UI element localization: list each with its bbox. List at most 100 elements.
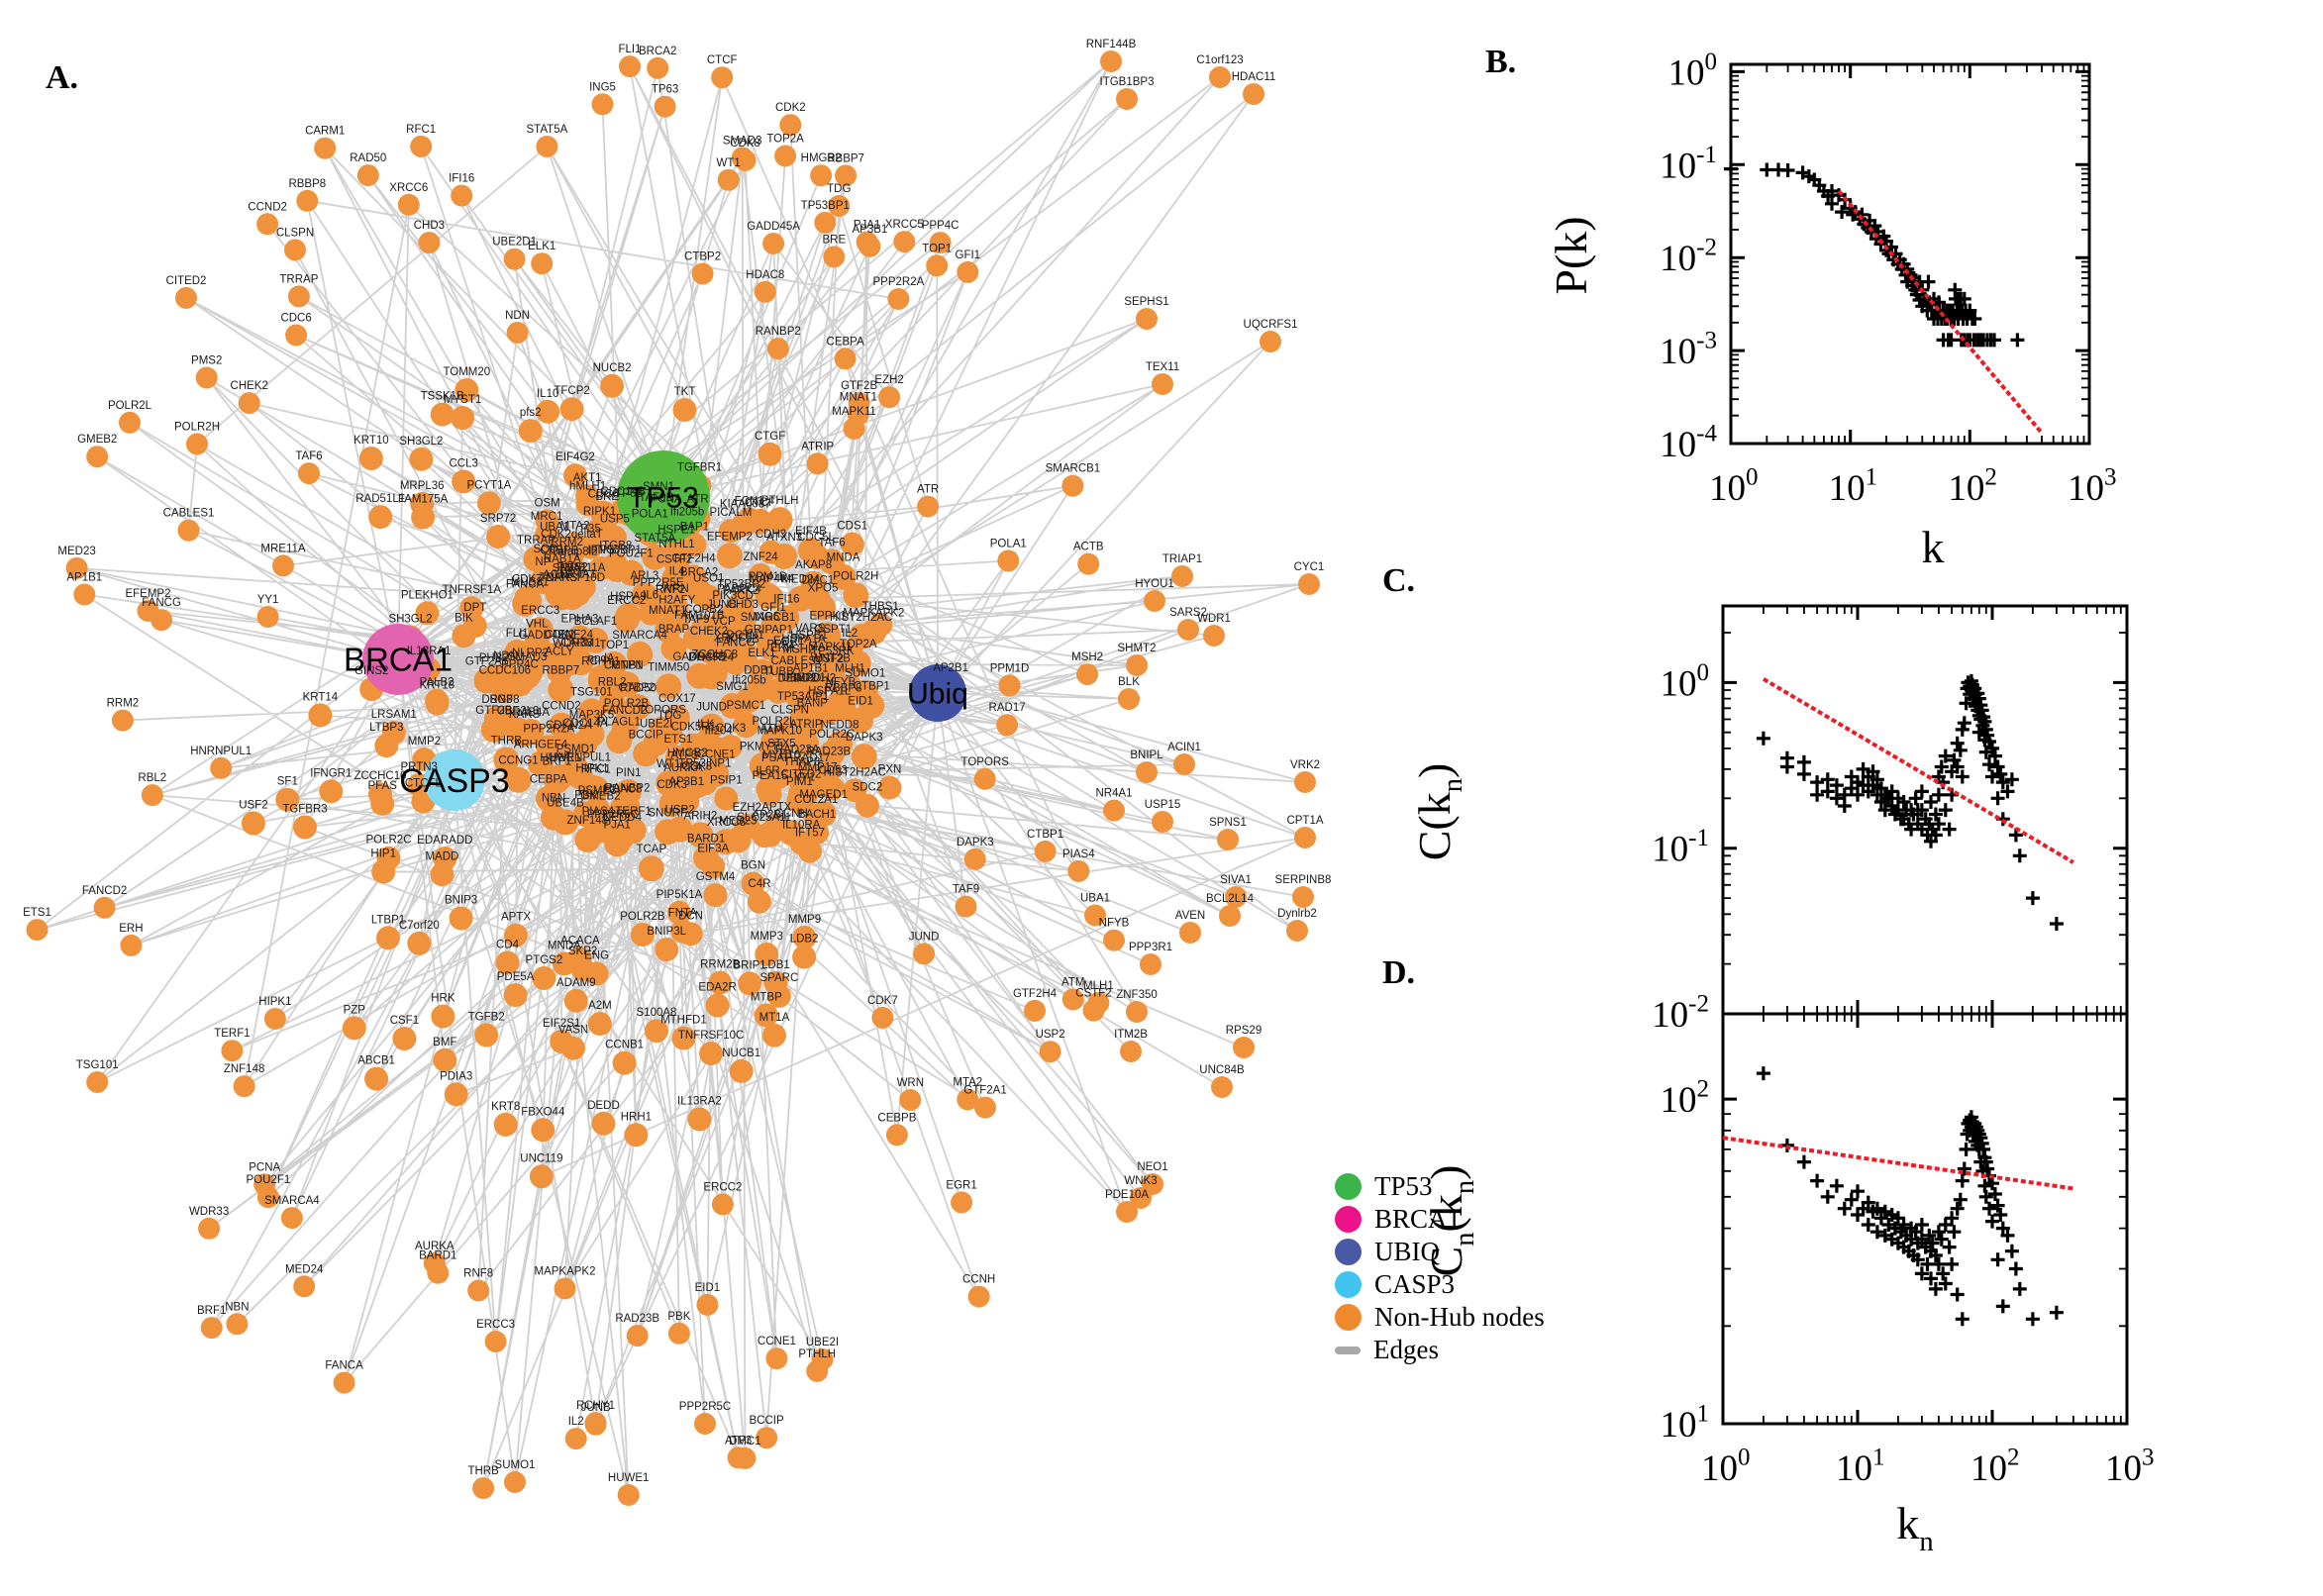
svg-text:WDR1: WDR1 — [1197, 613, 1231, 625]
svg-text:RAD23B: RAD23B — [615, 1313, 659, 1325]
svg-text:CDK8: CDK8 — [730, 138, 760, 150]
svg-text:ING5: ING5 — [589, 81, 616, 93]
svg-text:POLR2H: POLR2H — [174, 422, 220, 434]
svg-text:TNFRSF10D: TNFRSF10D — [539, 572, 604, 584]
svg-text:CSF1: CSF1 — [390, 1015, 419, 1027]
panel-letter-a: A. — [46, 59, 79, 96]
ubiq-hub-swatch-icon — [1335, 1239, 1362, 1265]
svg-text:10-3: 10-3 — [1660, 328, 1717, 373]
svg-text:IFT57: IFT57 — [795, 828, 825, 840]
svg-text:USP15: USP15 — [1145, 799, 1180, 811]
panel-letter-c: C. — [1382, 562, 1416, 599]
svg-text:SF1: SF1 — [277, 776, 298, 788]
svg-text:PMS2: PMS2 — [556, 562, 587, 574]
svg-text:EIF2S1: EIF2S1 — [543, 1018, 580, 1030]
svg-text:CDK8: CDK8 — [681, 760, 712, 772]
scatter-points-C — [1756, 673, 2064, 931]
svg-text:RBBP8: RBBP8 — [825, 683, 862, 695]
svg-text:POLR2B: POLR2B — [620, 911, 665, 923]
svg-text:MYH10: MYH10 — [762, 749, 800, 761]
svg-text:TOP2A: TOP2A — [840, 639, 877, 650]
svg-text:FLI1: FLI1 — [506, 628, 529, 640]
svg-text:TEX11: TEX11 — [1146, 361, 1179, 373]
svg-text:DMC1: DMC1 — [802, 574, 835, 586]
legend-item-ubiq: UBIQ — [1335, 1236, 1545, 1268]
svg-text:CCL3: CCL3 — [449, 457, 477, 469]
svg-text:GSPT1: GSPT1 — [814, 624, 852, 636]
svg-text:RBBP8: RBBP8 — [288, 178, 326, 190]
svg-text:MED24: MED24 — [285, 1263, 324, 1275]
svg-text:CEBPA: CEBPA — [827, 336, 864, 348]
svg-text:LTBP3: LTBP3 — [369, 722, 403, 734]
svg-text:ZCCHC10: ZCCHC10 — [354, 770, 406, 782]
svg-text:EFEMP2: EFEMP2 — [707, 531, 753, 543]
svg-text:PDE10A: PDE10A — [1105, 1189, 1149, 1201]
svg-text:HSPB1: HSPB1 — [790, 630, 828, 642]
svg-text:BACH1: BACH1 — [798, 809, 836, 821]
svg-text:POLR2C: POLR2C — [365, 835, 411, 847]
svg-text:CTCFL: CTCFL — [405, 777, 443, 789]
svg-text:ZNF350: ZNF350 — [1116, 989, 1158, 1001]
svg-text:100: 100 — [1709, 463, 1759, 509]
svg-text:GADD45B: GADD45B — [672, 651, 726, 663]
svg-text:101: 101 — [1836, 1444, 1885, 1489]
svg-text:HSPA1A: HSPA1A — [781, 634, 826, 646]
svg-text:HDAC8: HDAC8 — [746, 269, 784, 281]
svg-text:TIMM50: TIMM50 — [648, 661, 689, 673]
svg-text:UBE2L3: UBE2L3 — [497, 706, 540, 718]
svg-text:SH3GL2: SH3GL2 — [388, 613, 432, 625]
scatter-points-D — [1756, 1066, 2064, 1327]
svg-text:PDE5A: PDE5A — [497, 971, 535, 983]
svg-text:POLA1: POLA1 — [632, 509, 668, 521]
svg-text:GTF2A1: GTF2A1 — [465, 656, 508, 668]
svg-text:RCHY1: RCHY1 — [581, 655, 620, 667]
svg-text:RRM2: RRM2 — [107, 698, 140, 710]
svg-text:PPP2R5E: PPP2R5E — [633, 577, 684, 589]
svg-text:EIF4B: EIF4B — [795, 526, 827, 538]
svg-text:TRRAP: TRRAP — [517, 535, 556, 547]
svg-text:DEDD2: DEDD2 — [778, 673, 817, 685]
svg-text:BCL2L14: BCL2L14 — [1206, 893, 1255, 905]
tp53-hub-swatch-icon — [1335, 1173, 1362, 1200]
svg-text:MUS81: MUS81 — [511, 576, 549, 588]
svg-text:RPS29: RPS29 — [1226, 1025, 1262, 1037]
svg-text:USP5: USP5 — [600, 514, 630, 526]
svg-text:TGFBR1: TGFBR1 — [677, 462, 722, 474]
svg-text:CDC14A: CDC14A — [562, 718, 608, 730]
svg-text:XRCC6: XRCC6 — [707, 817, 746, 829]
svg-text:GRIPAP1: GRIPAP1 — [745, 624, 793, 636]
network-hub-nodes — [362, 450, 966, 811]
svg-text:UBE2I: UBE2I — [806, 1337, 839, 1348]
svg-text:CCNB1: CCNB1 — [604, 659, 643, 671]
svg-text:BARD1: BARD1 — [419, 1250, 456, 1262]
svg-text:ERH: ERH — [119, 923, 143, 935]
svg-text:RAD23B: RAD23B — [806, 746, 851, 757]
svg-text:CCNG1: CCNG1 — [498, 755, 538, 767]
svg-text:SARS2: SARS2 — [1169, 607, 1207, 619]
svg-text:MNDA: MNDA — [827, 552, 860, 564]
svg-text:TDG: TDG — [827, 183, 851, 195]
svg-text:100: 100 — [1661, 659, 1710, 705]
svg-text:ERCC3: ERCC3 — [521, 605, 559, 617]
svg-text:PLAGL1: PLAGL1 — [597, 716, 640, 728]
svg-text:EFEMP2: EFEMP2 — [125, 588, 170, 600]
svg-text:ZNF24: ZNF24 — [558, 630, 594, 642]
svg-text:CDK7: CDK7 — [512, 574, 543, 586]
svg-text:ERH: ERH — [770, 643, 794, 654]
svg-text:RNF144B: RNF144B — [1086, 39, 1137, 50]
svg-text:SOD1: SOD1 — [534, 544, 564, 555]
svg-text:ITGB8: ITGB8 — [599, 541, 632, 552]
svg-text:RAD51L1: RAD51L1 — [355, 493, 405, 505]
svg-text:TERF1: TERF1 — [214, 1028, 250, 1040]
svg-text:HIST2H2AC: HIST2H2AC — [830, 612, 892, 624]
svg-text:MAP4K4: MAP4K4 — [750, 573, 795, 585]
svg-text:DEDD: DEDD — [587, 1100, 620, 1112]
svg-text:OSM: OSM — [534, 497, 559, 509]
svg-text:103: 103 — [2105, 1444, 2155, 1489]
svg-text:Dynlrb2: Dynlrb2 — [1277, 908, 1317, 920]
hub-node-tp53 — [617, 450, 710, 544]
svg-text:NEDD4: NEDD4 — [603, 812, 643, 824]
svg-text:NDN: NDN — [505, 310, 530, 322]
svg-text:TAF6: TAF6 — [295, 450, 322, 462]
svg-text:JUNB: JUNB — [707, 599, 737, 611]
